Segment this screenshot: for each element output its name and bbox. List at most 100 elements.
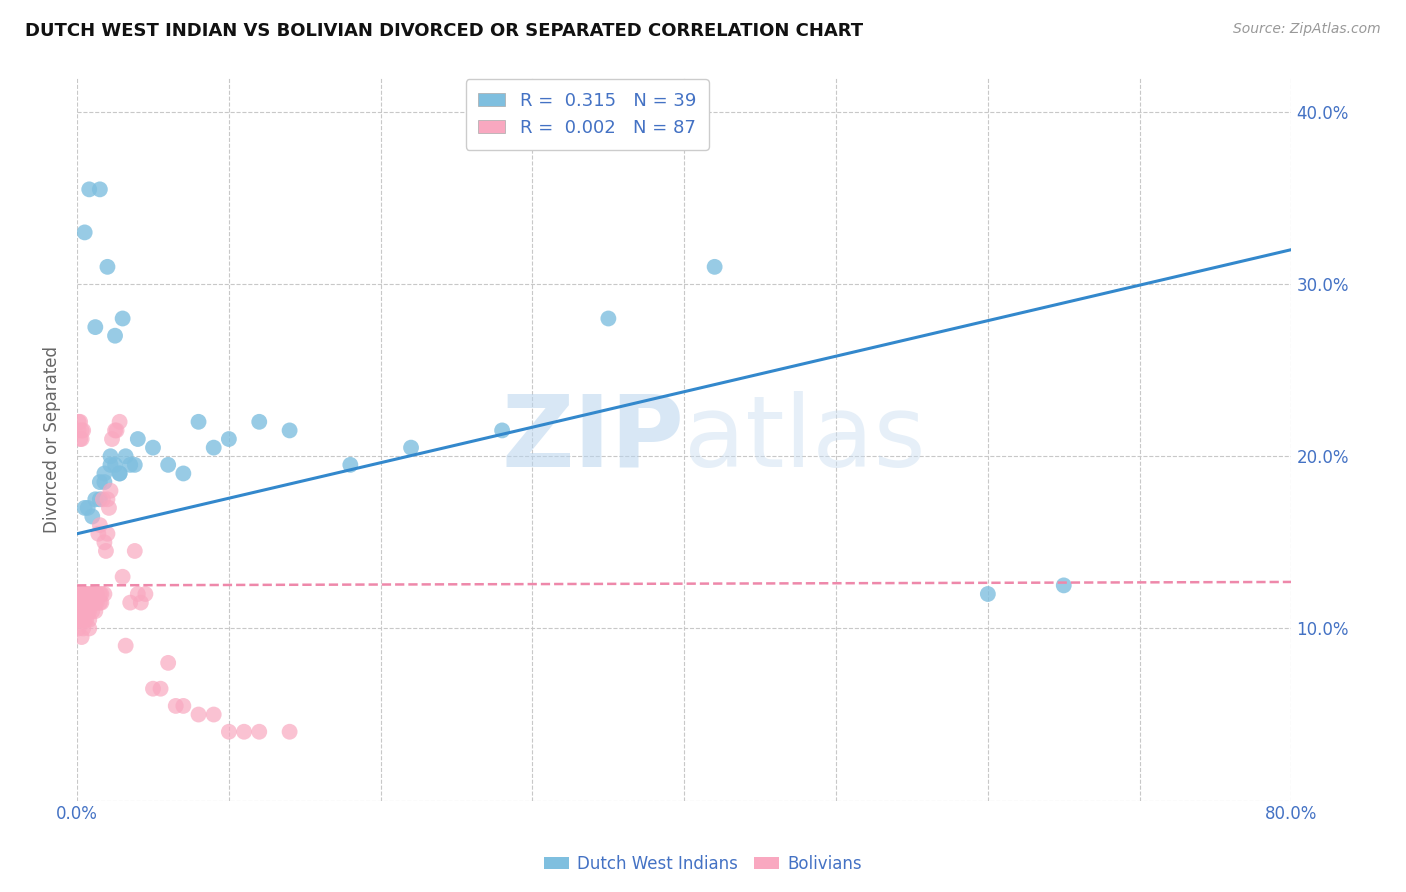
Point [157,458,180,472]
Point [187,707,209,722]
Point [84,604,107,618]
Point [87,526,110,541]
Point [89,182,111,196]
Point [96,526,118,541]
Text: Source: ZipAtlas.com: Source: ZipAtlas.com [1233,22,1381,37]
Point [157,656,180,670]
Point [70,613,93,627]
Point [399,441,422,455]
Point [339,458,361,472]
Point [76,596,98,610]
Point [89,596,111,610]
Point [105,424,128,438]
Point [77,182,100,196]
Point [100,483,122,498]
Point [100,449,122,463]
Point [73,587,96,601]
Point [598,311,620,326]
Text: atlas: atlas [685,391,927,488]
Point [111,311,134,326]
Point [187,415,209,429]
Point [72,613,94,627]
Point [218,724,240,739]
Point [89,518,111,533]
Point [67,596,90,610]
Point [247,724,270,739]
Point [82,587,104,601]
Point [172,467,194,481]
Point [93,535,115,549]
Point [120,458,142,472]
Point [142,681,165,696]
Point [977,587,1000,601]
Point [202,707,225,722]
Point [73,613,96,627]
Point [202,441,225,455]
Point [84,492,107,507]
Point [104,424,127,438]
Point [278,724,301,739]
Point [172,698,194,713]
Point [70,604,93,618]
Point [100,458,122,472]
Point [69,432,91,446]
Text: DUTCH WEST INDIAN VS BOLIVIAN DIVORCED OR SEPARATED CORRELATION CHART: DUTCH WEST INDIAN VS BOLIVIAN DIVORCED O… [25,22,863,40]
Point [127,587,149,601]
Point [69,415,91,429]
Point [72,424,94,438]
Point [70,424,93,438]
Point [69,596,91,610]
Point [278,424,301,438]
Point [69,596,91,610]
Point [491,424,513,438]
Point [72,622,94,636]
Point [111,570,134,584]
Point [75,613,97,627]
Point [93,587,115,601]
Point [69,613,91,627]
Point [75,596,97,610]
Point [233,724,256,739]
Point [127,432,149,446]
Point [108,467,131,481]
Text: ZIP: ZIP [502,391,685,488]
Point [73,596,96,610]
Point [96,260,118,274]
Point [67,596,90,610]
Legend: R =  0.315   N = 39, R =  0.002   N = 87: R = 0.315 N = 39, R = 0.002 N = 87 [465,79,709,150]
Point [93,475,115,489]
Point [67,415,90,429]
Point [83,587,105,601]
Point [129,596,152,610]
Point [80,587,103,601]
Point [93,467,115,481]
Point [124,544,146,558]
Point [108,467,131,481]
Point [134,587,156,601]
Point [86,596,108,610]
Point [89,475,111,489]
Point [70,596,93,610]
Point [67,613,90,627]
Point [83,596,105,610]
Point [69,604,91,618]
Point [114,449,136,463]
Point [89,587,111,601]
Point [70,630,93,644]
Point [73,500,96,515]
Point [67,622,90,636]
Point [69,587,91,601]
Y-axis label: Divorced or Separated: Divorced or Separated [44,345,60,533]
Point [120,596,142,610]
Point [218,432,240,446]
Point [77,622,100,636]
Point [149,681,172,696]
Point [101,432,124,446]
Point [72,596,94,610]
Point [73,604,96,618]
Point [84,320,107,334]
Point [80,596,103,610]
Point [98,500,121,515]
Point [165,698,187,713]
Point [77,613,100,627]
